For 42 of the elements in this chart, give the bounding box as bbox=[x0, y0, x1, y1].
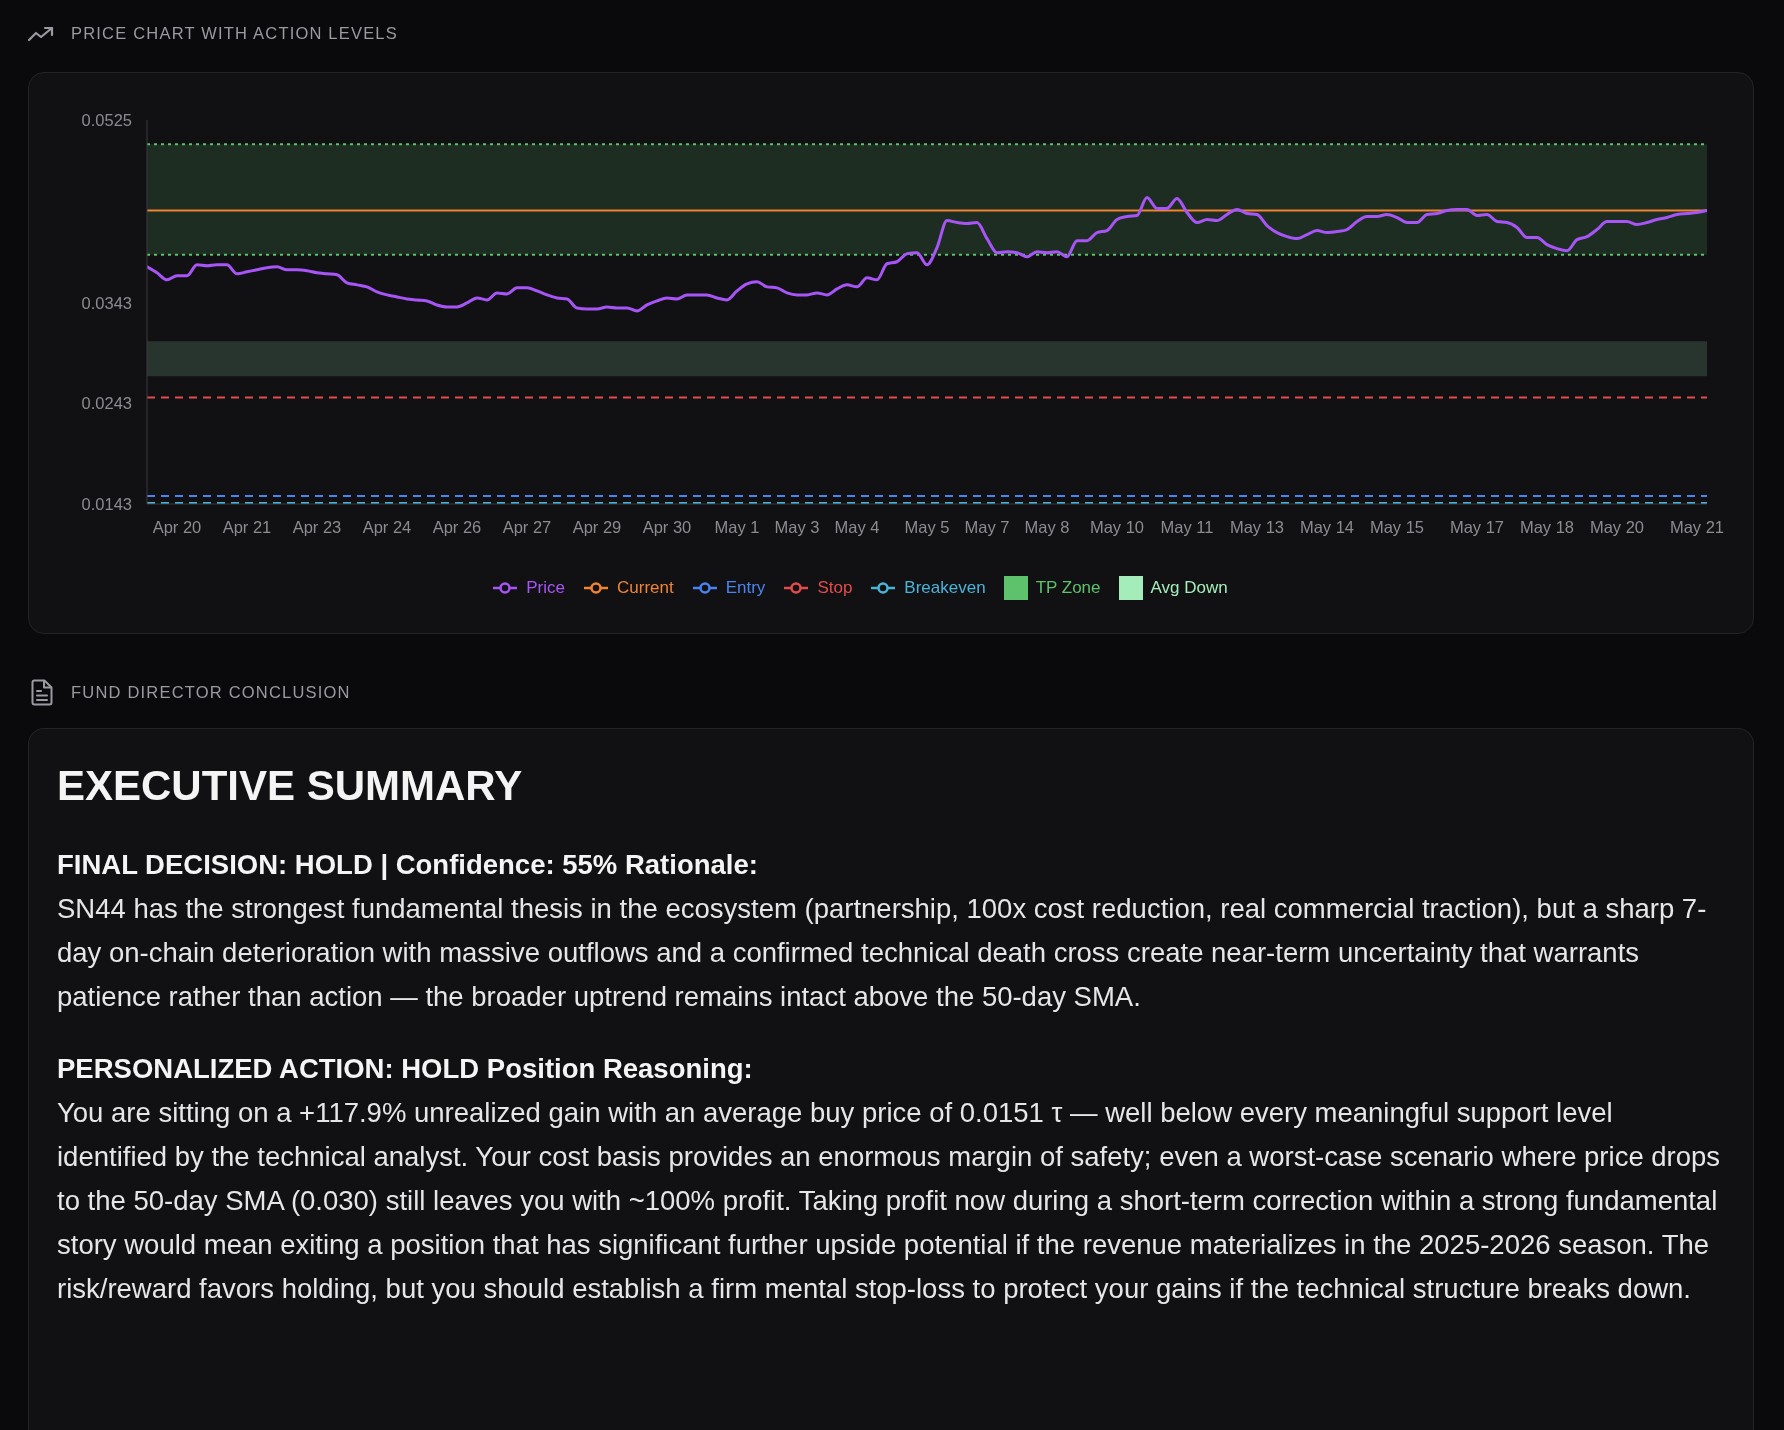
text: SN44 has the strongest fundamental thesis in the ecosystem (partnership, 100x cost reduction, real commercial traction), but a sharp 7-day on-chain deterioration with massive outflows and a confirmed technical death cross create near-term uncertainty that warrants patience rather than action — the broader uptrend remains intact above the 50-day SMA. bbox=[57, 893, 1707, 1012]
legend-label: Avg Down bbox=[1150, 578, 1228, 598]
text: FINAL DECISION: HOLD | Confidence: 55% Rationale: bbox=[57, 849, 758, 880]
x-tick-label: May 3 bbox=[774, 517, 820, 536]
text: PERSONALIZED ACTION: HOLD Position Reasoning: bbox=[57, 1053, 753, 1084]
text: FUND DIRECTOR CONCLUSION bbox=[71, 683, 351, 701]
legend-label: TP Zone bbox=[1035, 578, 1101, 598]
legend-label: Entry bbox=[725, 578, 766, 598]
x-tick-label: May 5 bbox=[904, 517, 950, 536]
x-tick-label: May 14 bbox=[1299, 517, 1355, 536]
x-tick-label: May 10 bbox=[1089, 517, 1145, 536]
x-tick-label: Apr 24 bbox=[362, 517, 412, 536]
text: EXECUTIVE SUMMARY bbox=[57, 762, 523, 809]
legend-label: Stop bbox=[817, 578, 853, 598]
x-tick-label: May 8 bbox=[1024, 517, 1070, 536]
x-tick-label: May 18 bbox=[1519, 517, 1575, 536]
x-tick-label: May 21 bbox=[1669, 517, 1725, 536]
x-tick-label: May 1 bbox=[714, 517, 760, 536]
y-tick-label: 0.0143 bbox=[81, 494, 132, 513]
x-tick-label: Apr 26 bbox=[432, 517, 482, 536]
x-tick-label: Apr 30 bbox=[642, 517, 692, 536]
x-tick-label: Apr 21 bbox=[222, 517, 272, 536]
legend-label: Current bbox=[617, 578, 674, 598]
text: You are sitting on a +117.9% unrealized gain with an average buy price of 0.0151 τ — well below every meaningful support level identified by the technical analyst. Your cost basis provides an enormous margin of safety; even a worst-case scenario where price drops to the 50-day SMA (0.030) still leaves you with ~100% profit. Taking profit now during a short-term correction within a strong fundamental story would mean exiting a position that has significant further upside potential if the revenue materializes in the 2025-2026 season. The risk/reward favors holding, but you should establish a firm mental stop-loss to protect your gains if the technical structure breaks down. bbox=[57, 1097, 1721, 1304]
legend-label: Price bbox=[526, 578, 565, 598]
line-series bbox=[147, 195, 1707, 313]
x-tick-label: Apr 29 bbox=[572, 517, 622, 536]
x-tick-label: Apr 27 bbox=[502, 517, 552, 536]
chart-title: PRICE CHART WITH ACTION LEVELS bbox=[71, 24, 398, 42]
x-tick-label: May 15 bbox=[1369, 517, 1425, 536]
x-tick-label: Apr 20 bbox=[152, 517, 202, 536]
y-tick-label: 0.0343 bbox=[81, 293, 132, 312]
x-tick-label: May 20 bbox=[1589, 517, 1645, 536]
x-tick-label: May 4 bbox=[834, 517, 880, 536]
y-tick-label: 0.0525 bbox=[81, 110, 132, 129]
x-tick-label: May 7 bbox=[964, 517, 1010, 536]
x-tick-label: May 13 bbox=[1229, 517, 1285, 536]
legend-label: Breakeven bbox=[904, 578, 986, 598]
y-tick-label: 0.0243 bbox=[81, 394, 132, 413]
x-tick-label: Apr 23 bbox=[292, 517, 342, 536]
x-tick-label: May 17 bbox=[1449, 517, 1505, 536]
x-tick-label: May 11 bbox=[1160, 517, 1214, 536]
